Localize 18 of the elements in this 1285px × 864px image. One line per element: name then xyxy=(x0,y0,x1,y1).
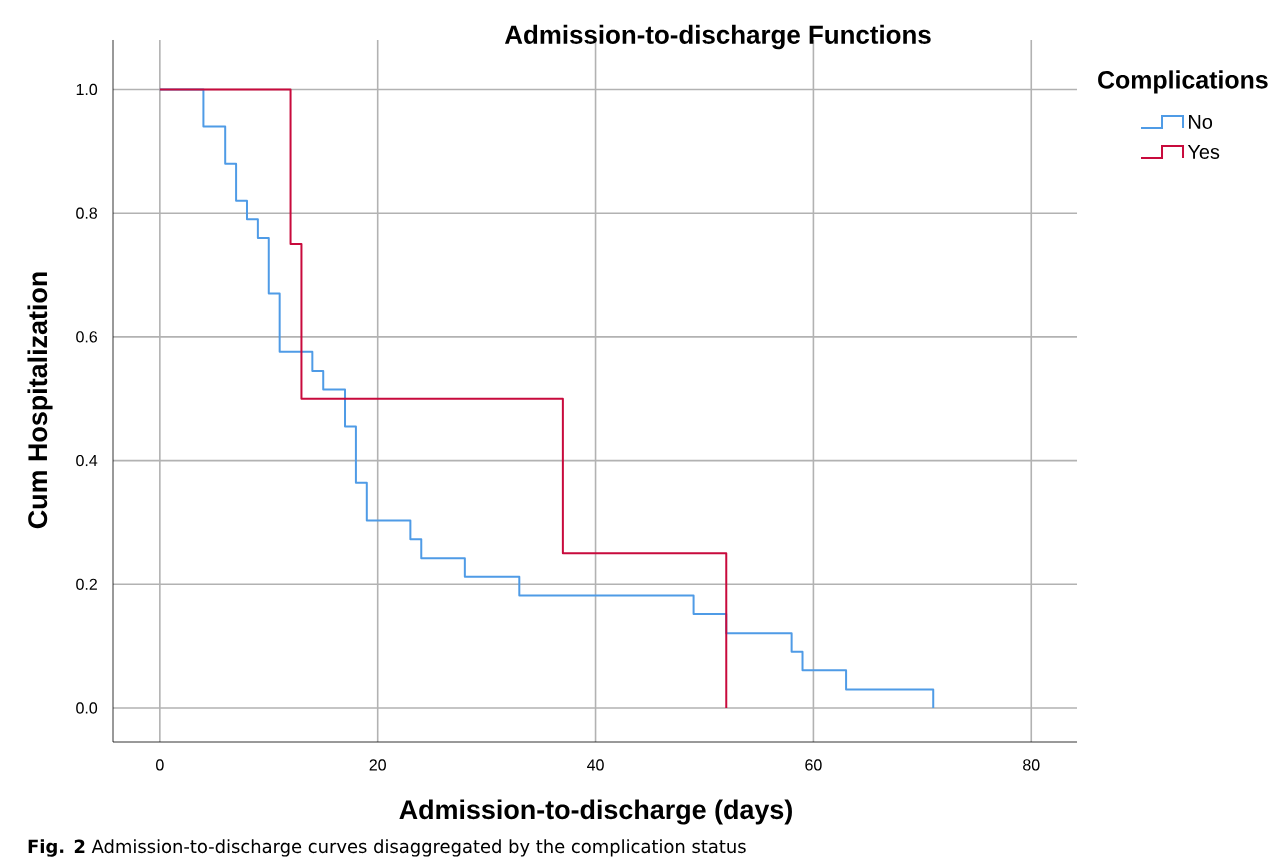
x-tick-label: 80 xyxy=(1023,759,1040,771)
chart-title: Admission-to-discharge Functions xyxy=(504,24,931,50)
y-tick-label: 0.8 xyxy=(76,207,97,219)
x-tick-label: 0 xyxy=(156,759,164,771)
y-tick-label: 0.4 xyxy=(76,454,98,467)
legend-label: No xyxy=(1189,115,1213,129)
x-tick-label: 60 xyxy=(805,759,822,771)
y-tick-label: 0.0 xyxy=(76,702,98,714)
x-axis-title: Admission-to-discharge (days) xyxy=(399,799,792,825)
y-tick-label: 1.0 xyxy=(76,83,98,96)
x-tick-label: 20 xyxy=(369,759,386,771)
legend-title: Complications xyxy=(1098,70,1268,94)
y-tick-label: 0.2 xyxy=(76,578,97,590)
y-axis-title: Cum Hospitalization xyxy=(27,272,53,529)
legend-label: Yes xyxy=(1187,145,1220,159)
text: Fig. 2 Admission-to-discharge curves disaggregated by the complication status xyxy=(28,839,746,857)
y-tick-label: 0.6 xyxy=(76,331,97,343)
x-tick-label: 40 xyxy=(587,759,604,771)
